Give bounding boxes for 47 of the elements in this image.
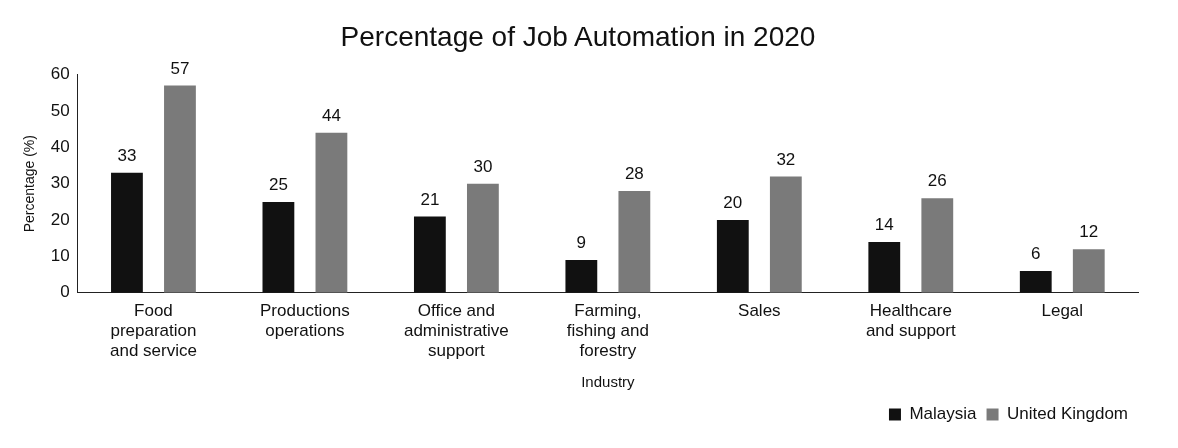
bar <box>769 176 802 293</box>
data-label: 33 <box>117 145 137 165</box>
bar <box>262 201 295 293</box>
data-label: 44 <box>321 105 341 125</box>
x-tick-label: Healthcare and support <box>865 300 956 341</box>
x-tick-label: Office and administrative support <box>403 300 509 361</box>
bar <box>1072 249 1105 293</box>
data-label: 28 <box>624 164 644 184</box>
bar <box>164 85 196 293</box>
y-tick-label: 60 <box>50 64 70 84</box>
x-tick-label: Sales <box>738 300 781 320</box>
data-label: 57 <box>170 58 190 78</box>
bar <box>315 132 348 293</box>
x-tick-label: Farming, fishing and forestry <box>566 300 649 361</box>
y-tick-label: 40 <box>50 137 70 157</box>
data-label: 9 <box>576 233 587 253</box>
y-tick-label: 20 <box>50 209 70 229</box>
data-label: 20 <box>723 193 743 213</box>
bar <box>565 260 598 293</box>
data-label: 32 <box>776 149 796 169</box>
data-label: 25 <box>268 175 288 195</box>
y-tick-label: 50 <box>50 100 70 120</box>
bar <box>921 198 954 293</box>
bar <box>413 216 446 293</box>
x-tick-label: Food preparation and service <box>109 300 197 361</box>
data-label: 21 <box>420 189 440 209</box>
bar <box>466 183 499 293</box>
data-label: 30 <box>473 156 493 176</box>
legend-label: United Kingdom <box>1007 404 1129 424</box>
y-tick-label: 10 <box>50 246 70 266</box>
bar <box>1019 270 1052 293</box>
x-axis-title: Industry <box>581 373 636 391</box>
x-tick-label: Legal <box>1041 300 1084 320</box>
y-axis-title: Percentage (%) <box>21 135 38 233</box>
y-tick-label: 30 <box>50 173 70 193</box>
data-label: 6 <box>1031 244 1041 264</box>
legend-label: Malaysia <box>909 404 978 424</box>
bar <box>618 190 651 293</box>
bar <box>868 241 901 293</box>
bar <box>111 172 143 293</box>
chart-title: Percentage of Job Automation in 2020 <box>340 20 816 52</box>
data-label: 14 <box>874 215 894 235</box>
data-label: 26 <box>927 171 947 191</box>
data-label: 12 <box>1079 222 1099 242</box>
x-tick-label: Productions operations <box>260 300 350 341</box>
bar <box>716 220 749 293</box>
y-tick-label: 0 <box>60 282 70 302</box>
